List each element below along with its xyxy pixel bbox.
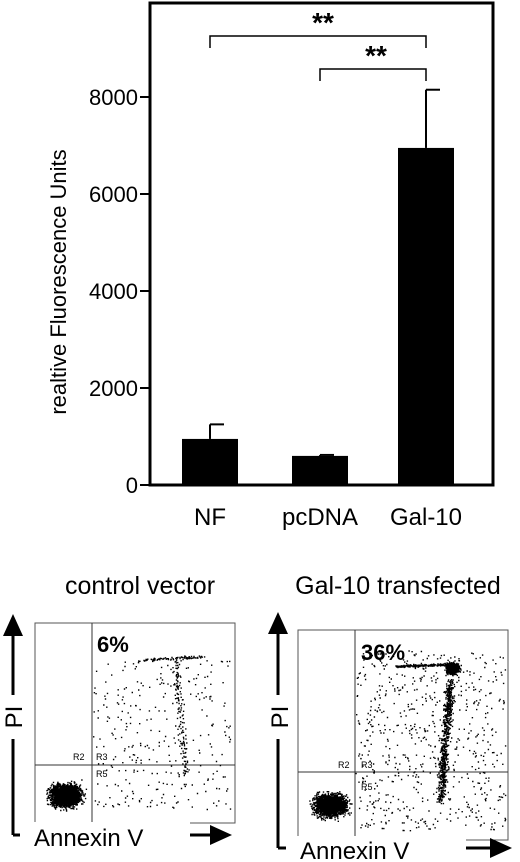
flow-x-axis-label: Annexin V xyxy=(34,825,143,852)
error-bars xyxy=(209,88,440,456)
flow-panel-gal10: Gal-10 transfected 36% R2 R3 R5 Annexin … xyxy=(264,572,512,862)
flow-panel-title: Gal-10 transfected xyxy=(295,572,501,600)
y-ticks: 0 2000 4000 6000 8000 xyxy=(89,85,150,498)
y-axis-label: realtive Fluorescence Units xyxy=(46,149,71,414)
flow-dots xyxy=(46,655,232,812)
region-label-r5: R5 xyxy=(96,769,108,779)
flow-dot-cloud xyxy=(309,650,507,832)
significance-bracket xyxy=(319,68,427,81)
bar-nf xyxy=(182,438,238,485)
y-tick-label: 6000 xyxy=(89,182,138,207)
region-label-r5: R5 xyxy=(361,782,373,792)
category-label: pcDNA xyxy=(282,504,358,531)
flow-x-arrowhead xyxy=(490,838,512,858)
y-tick-label: 4000 xyxy=(89,279,138,304)
flow-y-arrowhead xyxy=(268,612,288,634)
region-label-r2: R2 xyxy=(73,752,85,762)
significance-label: ** xyxy=(312,7,334,38)
quadrant-percent: 6% xyxy=(97,632,129,657)
significance-label: ** xyxy=(365,40,387,71)
significance-bracket xyxy=(209,35,427,48)
bars xyxy=(182,147,454,486)
region-label-r3: R3 xyxy=(96,752,108,762)
region-label-r2: R2 xyxy=(338,760,350,770)
category-label: NF xyxy=(194,504,226,531)
bar-chart: realtive Fluorescence Units 0 2000 4000 600… xyxy=(46,1,495,531)
flow-panel-title: control vector xyxy=(65,572,215,600)
flow-dot-cloud xyxy=(46,655,232,812)
bar-gal-10 xyxy=(398,147,454,486)
flow-y-arrowhead xyxy=(3,614,23,636)
flow-y-axis-label: PI xyxy=(267,706,294,729)
quadrant-percent: 36% xyxy=(361,640,405,665)
flow-y-axis-label: PI xyxy=(1,706,28,729)
flow-panel-control: control vector 6% R2 R3 R5 Annexin V PI xyxy=(0,572,236,852)
region-label-r3: R3 xyxy=(361,760,373,770)
category-label: Gal-10 xyxy=(390,504,462,531)
y-tick-label: 8000 xyxy=(89,85,138,110)
flow-x-arrowhead xyxy=(210,825,232,845)
flow-x-axis-label: Annexin V xyxy=(300,838,409,862)
y-tick-label: 2000 xyxy=(89,376,138,401)
flow-dots xyxy=(309,650,507,832)
y-tick-label: 0 xyxy=(126,473,138,498)
category-labels: NF pcDNA Gal-10 xyxy=(194,504,462,531)
significance-brackets: ** ** xyxy=(209,7,427,81)
bar-pcdna xyxy=(292,455,348,485)
